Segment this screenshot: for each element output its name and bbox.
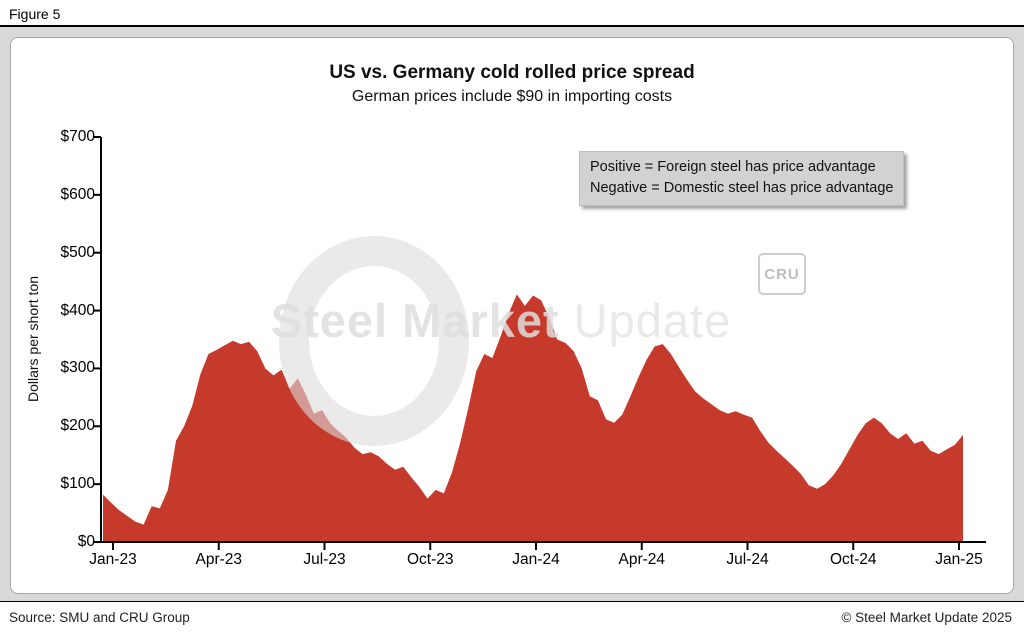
y-axis-tick-label: $500 [60,243,95,261]
annotation-line-positive: Positive = Foreign steel has price advan… [590,159,876,175]
top-bar: Figure 5 [0,0,1024,27]
plot-area [93,136,986,550]
chart-panel: US vs. Germany cold rolled price spread … [10,37,1014,594]
copyright-text: © Steel Market Update 2025 [841,610,1012,625]
chart-subtitle: German prices include $90 in importing c… [351,88,673,105]
y-axis-tick-label: $0 [77,533,95,550]
x-axis-tick-label: Jul-23 [303,551,346,568]
y-axis-tick-label: $100 [60,475,95,493]
x-axis-tick-label: Oct-23 [406,551,454,568]
x-axis-tick-label: Jan-23 [89,551,137,568]
x-axis-tick-label: Oct-24 [829,551,877,568]
area-chart-svg [93,136,986,550]
annotation-line-negative: Negative = Domestic steel has price adva… [590,180,894,196]
price-spread-area-series [103,294,963,542]
x-axis-tick-label: Jul-24 [726,551,769,568]
y-axis-tick-label: $200 [60,417,95,435]
x-axis-tick-label: Apr-23 [195,551,243,568]
figure-label: Figure 5 [9,6,61,22]
chart-title: US vs. Germany cold rolled price spread [329,62,695,83]
y-axis-tick-label: $700 [60,128,95,145]
y-axis-tick-label: $600 [60,185,95,203]
y-axis-labels: $0 $100 $200 $300 $400 $500 $600 $700 [25,128,95,550]
x-axis-tick-label: Apr-24 [618,551,666,568]
source-text: Source: SMU and CRU Group [9,610,190,625]
x-axis-tick-label: Jan-25 [935,551,983,568]
bottom-bar: Source: SMU and CRU Group © Steel Market… [0,601,1024,633]
y-axis-tick-label: $400 [60,301,95,319]
annotation-box: Positive = Foreign steel has price advan… [579,151,905,206]
x-axis-labels: Jan-23 Apr-23 Jul-23 Oct-23 Jan-24 Apr-24 Jul-… [89,551,986,573]
y-axis-tick-label: $300 [60,359,95,377]
x-axis-tick-label: Jan-24 [512,551,560,568]
